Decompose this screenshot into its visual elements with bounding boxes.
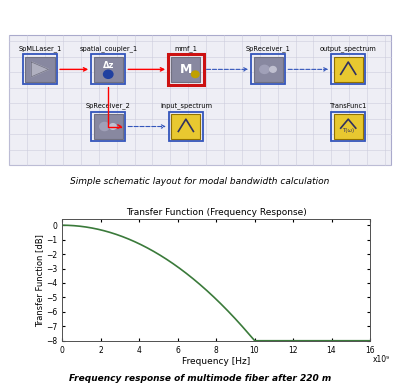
FancyBboxPatch shape <box>254 57 283 82</box>
Text: x10⁹: x10⁹ <box>373 355 390 364</box>
Text: Simple schematic layout for modal bandwidth calculation: Simple schematic layout for modal bandwi… <box>70 177 330 186</box>
Circle shape <box>100 122 109 131</box>
X-axis label: Frequency [Hz]: Frequency [Hz] <box>182 357 250 367</box>
FancyBboxPatch shape <box>171 57 200 82</box>
Text: Δz: Δz <box>102 61 114 70</box>
Circle shape <box>260 65 269 74</box>
Text: T(ω): T(ω) <box>342 128 354 133</box>
FancyBboxPatch shape <box>171 114 200 139</box>
FancyBboxPatch shape <box>334 114 363 139</box>
Circle shape <box>110 124 116 129</box>
FancyBboxPatch shape <box>26 57 54 82</box>
Text: input_spectrum: input_spectrum <box>160 102 212 109</box>
Circle shape <box>270 67 276 72</box>
FancyBboxPatch shape <box>94 114 123 139</box>
Title: Transfer Function (Frequency Response): Transfer Function (Frequency Response) <box>126 208 306 217</box>
Text: SpReceiver_1: SpReceiver_1 <box>246 45 291 52</box>
Circle shape <box>192 71 199 77</box>
Text: spatial_coupler_1: spatial_coupler_1 <box>79 45 137 52</box>
FancyBboxPatch shape <box>10 35 390 165</box>
Text: SpReceiver_2: SpReceiver_2 <box>86 102 131 109</box>
Text: M: M <box>180 63 192 76</box>
Text: mmf_1: mmf_1 <box>174 45 197 52</box>
Y-axis label: Transfer Function [dB]: Transfer Function [dB] <box>36 234 44 326</box>
FancyBboxPatch shape <box>334 57 363 82</box>
Circle shape <box>104 70 113 79</box>
Text: output_spectrum: output_spectrum <box>320 45 377 52</box>
FancyBboxPatch shape <box>94 57 123 82</box>
Text: TransFunc1: TransFunc1 <box>330 103 367 109</box>
Polygon shape <box>32 62 48 77</box>
Text: Frequency response of multimode fiber after 220 m: Frequency response of multimode fiber af… <box>69 374 331 383</box>
Text: SpMLLaser_1: SpMLLaser_1 <box>18 45 62 52</box>
